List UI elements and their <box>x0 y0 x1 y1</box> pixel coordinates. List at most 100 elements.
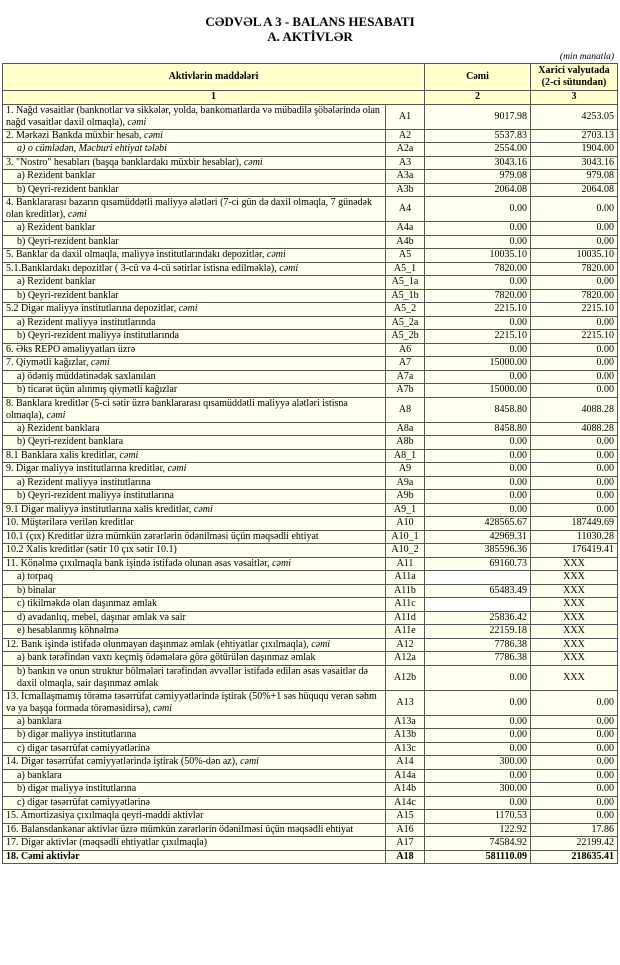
foreign-value: 4088.28 <box>530 421 618 436</box>
item-label: 14. Digər təsərrüfat cəmiyyətlərində işt… <box>2 755 386 770</box>
item-label: a) Rezident maliyyə institutlarına <box>2 475 386 490</box>
label-text: 3. "Nostro" hesabları (başqa banklardakı… <box>6 156 244 168</box>
item-label: d) avadanlıq, mebel, daşınar əmlak və sa… <box>2 610 386 625</box>
item-label: a) Rezident maliyyə institutlarında <box>2 315 386 330</box>
total-value: 2215.10 <box>424 302 531 317</box>
total-value: 22159.18 <box>424 624 531 639</box>
item-label: b) digər maliyyə institutlarına <box>2 782 386 797</box>
item-label: b) Qeyri-rezident banklar <box>2 288 386 303</box>
label-text: 5.2 Digər maliyyə institutlarına depozit… <box>6 303 179 315</box>
empty-cell <box>424 597 531 612</box>
total-value: 8458.80 <box>424 421 531 436</box>
foreign-value: 17.86 <box>530 822 618 837</box>
row-code: A9_1 <box>385 502 425 517</box>
table-row: a) ödəniş müddətinədək saxlanılan A7a 0.00… <box>2 369 618 384</box>
total-value: 65483.49 <box>424 583 531 598</box>
column-header: Cəmi <box>424 63 531 91</box>
label-text: 7. Qiymətli kağızlar, <box>6 357 91 369</box>
row-code: A8b <box>385 435 425 450</box>
foreign-value: 0.00 <box>530 768 618 783</box>
total-value: 0.00 <box>424 728 531 743</box>
item-label: 10.2 Xalis kreditlər (sətir 10 çıx sətir… <box>2 543 386 558</box>
table-row: a) banklara A13a 0.00 0.00 <box>2 714 618 729</box>
table-row: b) bankın və onun struktur bölmələri tər… <box>2 664 618 691</box>
foreign-value: 3043.16 <box>530 155 618 170</box>
label-text: 1. Nağd vəsaitlər (banknotlar və sikkələ… <box>6 104 380 128</box>
label-text: 8. Banklara kreditlər (5-ci sətir üzrə b… <box>6 397 348 421</box>
label-text: 17. Digər aktivlər (məqsədli ehtiyatlar … <box>6 837 208 849</box>
label-text: b) bankın və onun struktur bölmələri tər… <box>17 665 368 689</box>
row-code: A5_1 <box>385 261 425 276</box>
foreign-value: 0.00 <box>530 755 618 770</box>
row-code: A11d <box>385 610 425 625</box>
foreign-value: XXX <box>530 624 618 639</box>
item-label: e) hesablanmış köhnəlmə <box>2 624 386 639</box>
item-label: 2. Mərkəzi Bankda müxbir hesab, cəmi <box>2 128 386 143</box>
total-value: 0.00 <box>424 741 531 756</box>
row-code: A18 <box>385 849 425 864</box>
label-emphasis: cəmi <box>127 116 147 128</box>
item-label: a) Rezident banklar <box>2 221 386 236</box>
foreign-value: 2064.08 <box>530 182 618 197</box>
label-text: 18. Cəmi aktivlər <box>6 850 80 862</box>
label-text: 10.1 (çıx) Kreditlər üzrə mümkün zərərlə… <box>6 530 319 542</box>
item-label: a) ödəniş müddətinədək saxlanılan <box>2 369 386 384</box>
total-value: 0.00 <box>424 196 531 222</box>
table-row: a) Rezident banklar A4a 0.00 0.00 <box>2 221 618 236</box>
row-code: A9 <box>385 462 425 477</box>
row-code: A16 <box>385 822 425 837</box>
row-code: A11 <box>385 556 425 571</box>
foreign-value: 11030.28 <box>530 529 618 544</box>
total-value: 0.00 <box>424 502 531 517</box>
total-value: 0.00 <box>424 768 531 783</box>
row-code: A10 <box>385 516 425 531</box>
row-code: A7a <box>385 369 425 384</box>
table-row: e) hesablanmış köhnəlmə A11e 22159.18 XXX <box>2 624 618 639</box>
item-label: 8. Banklara kreditlər (5-ci sətir üzrə b… <box>2 396 386 423</box>
label-emphasis: cəmi <box>279 262 299 274</box>
total-value: 7820.00 <box>424 288 531 303</box>
item-label: a) banklara <box>2 714 386 729</box>
row-code: A2a <box>385 142 425 157</box>
table-row: a) torpaq A11a XXX <box>2 570 618 585</box>
label-text: a) Rezident maliyyə institutlarına <box>17 476 151 488</box>
label-text: a) ödəniş müddətinədək saxlanılan <box>17 370 156 382</box>
label-emphasis: cəmi <box>46 409 66 421</box>
total-value: 42969.31 <box>424 529 531 544</box>
table-row: 2. Mərkəzi Bankda müxbir hesab, cəmi A2 55… <box>2 128 618 143</box>
item-label: 10. Müştərilərə verilən kreditlər <box>2 516 386 531</box>
table-row: 8. Banklara kreditlər (5-ci sətir üzrə b… <box>2 396 618 423</box>
label-emphasis: cəmi <box>119 449 139 461</box>
label-text: 15. Amortizasiya çıxılmaqla qeyri-maddi … <box>6 810 204 822</box>
foreign-value: 4088.28 <box>530 396 618 423</box>
table-row: 5. Banklar da daxil olmaqla, maliyyə ins… <box>2 248 618 263</box>
total-value: 10035.10 <box>424 248 531 263</box>
label-text: b) Qeyri-rezident banklar <box>17 235 119 247</box>
item-label: b) ticarət üçün alınmış qiymətli kağızla… <box>2 383 386 398</box>
foreign-value: 0.00 <box>530 221 618 236</box>
row-code: A7 <box>385 356 425 371</box>
row-code: A10_1 <box>385 529 425 544</box>
foreign-value: 0.00 <box>530 356 618 371</box>
item-label: 11. Könəlmə çıxılmaqla bank işində istif… <box>2 556 386 571</box>
item-label: 17. Digər aktivlər (məqsədli ehtiyatlar … <box>2 836 386 851</box>
label-text: 8.1 Banklara xalis kreditlər, <box>6 449 120 461</box>
table-row: 13. İcmallaşmamış törəmə təsərrüfat cəmi… <box>2 689 618 716</box>
label-text: c) digər təsərrüfat cəmiyyətlərinə <box>17 796 150 808</box>
total-value: 0.00 <box>424 489 531 504</box>
foreign-value: 0.00 <box>530 275 618 290</box>
item-label: a) torpaq <box>2 570 386 585</box>
table-row: 7. Qiymətli kağızlar, cəmi A7 15000.00 0.00 <box>2 356 618 371</box>
item-label: b) Qeyri-rezident maliyyə institutlarına <box>2 489 386 504</box>
table-row: b) binalar A11b 65483.49 XXX <box>2 583 618 598</box>
table-row: b) digər maliyyə institutlarına A13b 0.00 0… <box>2 728 618 743</box>
row-code: A2 <box>385 128 425 143</box>
item-label: 5.1.Banklardakı depozitlər ( 3-cü və 4-c… <box>2 261 386 276</box>
label-emphasis: cəmi <box>90 357 110 369</box>
label-text: a) Rezident maliyyə institutlarında <box>17 316 156 328</box>
total-value: 5537.83 <box>424 128 531 143</box>
table-row: 16. Balansdankənar aktivlər üzrə mümkün … <box>2 822 618 837</box>
item-label: a) Rezident banklar <box>2 275 386 290</box>
label-emphasis: cəmi <box>153 702 173 714</box>
table-row: 18. Cəmi aktivlər A18 581110.09 218635.41 <box>2 849 618 864</box>
